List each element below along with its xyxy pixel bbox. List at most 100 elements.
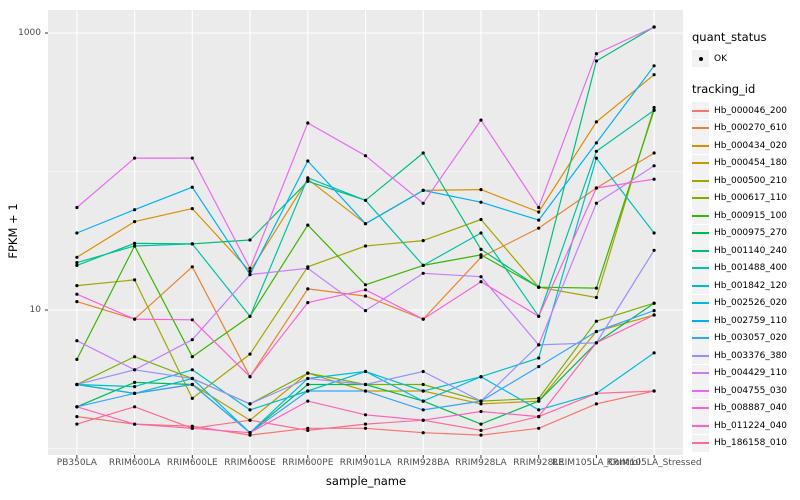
legend-item: Hb_000500_210 bbox=[692, 172, 800, 189]
line-key-icon bbox=[692, 372, 709, 374]
data-point bbox=[363, 389, 368, 393]
x-tick-label: RRIM928BA bbox=[397, 458, 450, 468]
data-point bbox=[190, 382, 194, 387]
data-point bbox=[652, 389, 656, 393]
data-point bbox=[594, 201, 599, 205]
data-point bbox=[363, 413, 368, 417]
data-point bbox=[652, 151, 656, 155]
data-point bbox=[537, 210, 541, 214]
legend-item-label: Hb_003376_380 bbox=[714, 350, 788, 361]
line-key-box bbox=[692, 207, 709, 224]
data-point bbox=[537, 226, 541, 230]
data-point bbox=[421, 151, 425, 155]
data-point bbox=[537, 343, 541, 347]
line-key-box bbox=[692, 154, 709, 172]
data-point bbox=[248, 402, 252, 406]
data-point bbox=[479, 399, 483, 403]
data-point bbox=[479, 422, 483, 426]
data-point bbox=[479, 280, 483, 284]
legend-item: Hb_000046_200 bbox=[692, 102, 800, 119]
legend-item: Hb_004755_030 bbox=[692, 382, 800, 399]
data-point bbox=[537, 314, 541, 318]
line-key-box bbox=[692, 259, 709, 277]
line-key-icon bbox=[692, 389, 709, 392]
legend-item-label: Hb_000454_180 bbox=[714, 158, 788, 168]
line-key-box bbox=[692, 137, 709, 154]
data-point bbox=[479, 217, 483, 222]
data-point bbox=[190, 185, 194, 189]
legend-item: Hb_008887_040 bbox=[692, 399, 800, 417]
data-point bbox=[190, 355, 194, 359]
line-key-box bbox=[692, 294, 709, 312]
legend-item-label: Hb_001488_400 bbox=[714, 263, 788, 273]
data-point bbox=[190, 318, 194, 322]
data-point bbox=[594, 149, 599, 153]
data-point bbox=[306, 287, 310, 291]
data-point bbox=[190, 242, 194, 246]
x-tick-label: RRIM600SE bbox=[224, 458, 276, 468]
data-point bbox=[537, 205, 541, 210]
data-point bbox=[594, 402, 599, 406]
data-point bbox=[248, 273, 252, 277]
data-point bbox=[652, 73, 656, 77]
data-point bbox=[190, 376, 194, 381]
data-point bbox=[537, 426, 541, 430]
line-key-box bbox=[692, 434, 709, 452]
data-point bbox=[306, 382, 310, 387]
data-point bbox=[479, 188, 483, 192]
legend-item-label: OK bbox=[714, 53, 727, 64]
data-point bbox=[652, 64, 656, 68]
y-axis-title: FPKM + 1 bbox=[6, 203, 20, 259]
y-tick-label: 1000 bbox=[18, 27, 41, 38]
legend-item: Hb_003057_020 bbox=[692, 329, 800, 347]
data-point bbox=[75, 231, 79, 235]
line-key-box bbox=[692, 242, 709, 259]
data-point bbox=[306, 389, 310, 393]
legend-item: Hb_011224_040 bbox=[692, 417, 800, 434]
line-key-icon bbox=[692, 337, 709, 339]
data-point bbox=[421, 408, 425, 412]
data-point bbox=[75, 405, 79, 409]
data-point bbox=[594, 341, 599, 345]
data-point bbox=[479, 231, 483, 235]
legend-item-label: Hb_001842_120 bbox=[714, 280, 788, 291]
data-point bbox=[479, 409, 483, 414]
legend-item-label: Hb_003057_020 bbox=[714, 333, 788, 343]
line-key-icon bbox=[692, 109, 709, 112]
data-point bbox=[594, 186, 599, 190]
x-tick-label: RRIM901LA bbox=[339, 458, 392, 468]
legend-item: Hb_003376_380 bbox=[692, 347, 800, 364]
data-point bbox=[421, 317, 425, 321]
data-point bbox=[190, 426, 194, 430]
legend-item: Hb_004429_110 bbox=[692, 364, 800, 382]
data-point bbox=[306, 223, 310, 227]
data-point bbox=[363, 154, 368, 158]
data-point bbox=[248, 314, 252, 318]
legend-item: Hb_000915_100 bbox=[692, 207, 800, 224]
legend-item: Hb_000434_020 bbox=[692, 137, 800, 154]
data-point bbox=[75, 422, 79, 426]
line-key-box bbox=[692, 172, 709, 189]
legend-item-label: Hb_008887_040 bbox=[714, 403, 788, 413]
ok-point-icon bbox=[698, 56, 703, 61]
line-key-box bbox=[692, 102, 709, 119]
data-point bbox=[594, 286, 599, 290]
data-point bbox=[652, 105, 656, 110]
legend-item: Hb_001842_120 bbox=[692, 277, 800, 294]
data-point bbox=[421, 418, 425, 422]
data-point bbox=[190, 156, 194, 160]
data-point bbox=[190, 338, 194, 342]
legend-items: Hb_000046_200 Hb_000270_610 Hb_000434_020 H… bbox=[692, 102, 800, 452]
line-key-box bbox=[692, 312, 709, 329]
data-point bbox=[479, 255, 483, 259]
data-point bbox=[537, 408, 541, 412]
legend-item-label: Hb_002759_110 bbox=[714, 315, 788, 326]
legend-item: Hb_001140_240 bbox=[692, 242, 800, 259]
data-point bbox=[248, 375, 252, 379]
point-key-box bbox=[692, 50, 709, 67]
legend-item: Hb_000617_110 bbox=[692, 189, 800, 207]
x-tick-label: RRIM928LA bbox=[455, 458, 507, 468]
line-key-box bbox=[692, 364, 709, 382]
legend-item-label: Hb_002526_020 bbox=[714, 298, 788, 308]
